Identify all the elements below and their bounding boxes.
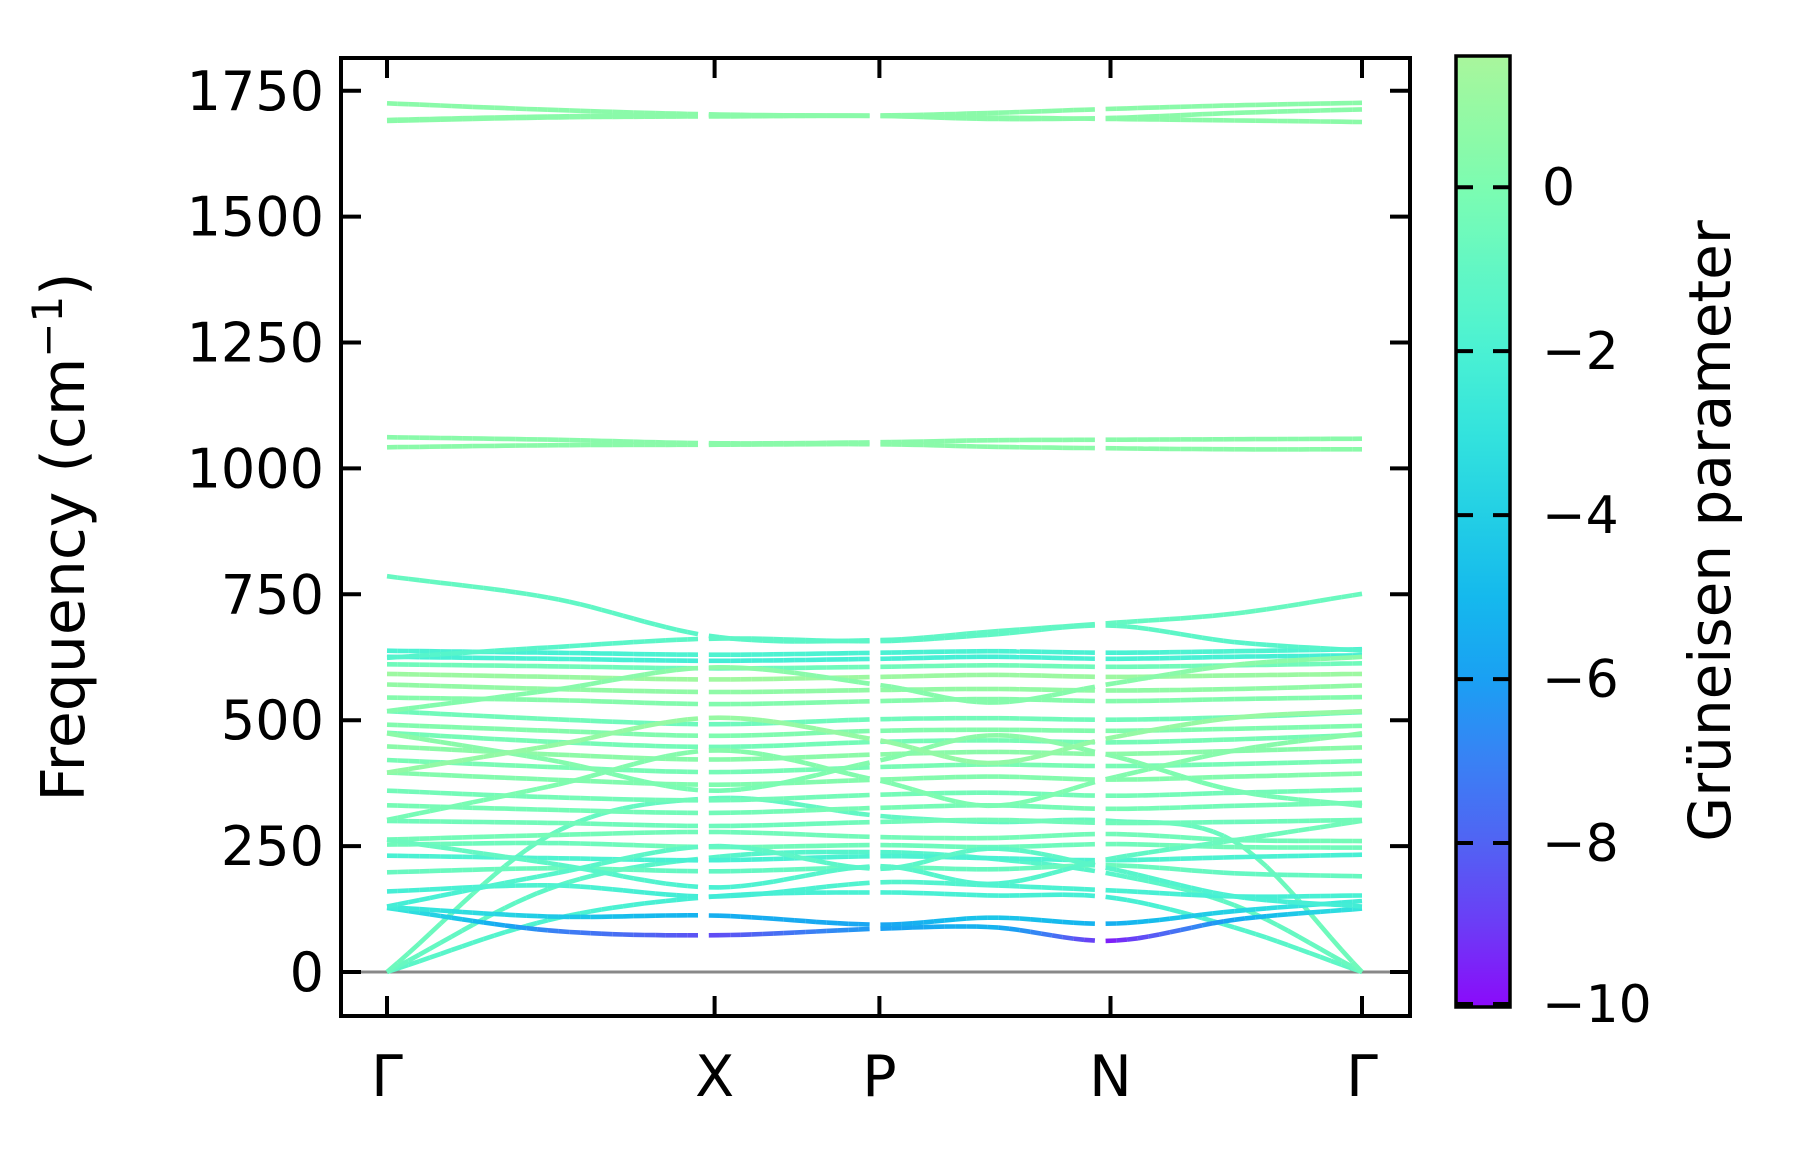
colorbar-tick-label: −10	[1542, 975, 1652, 1035]
colorbar-tick-label: −8	[1542, 814, 1619, 874]
y-tick-label: 1500	[187, 186, 324, 249]
y-tick-label: 1750	[187, 60, 324, 123]
colorbar-tick-label: −4	[1542, 486, 1619, 546]
colorbar-tick-label: 0	[1542, 158, 1575, 218]
x-tick-label: N	[1089, 1044, 1132, 1110]
axes-layer	[339, 56, 1412, 1018]
y-axis-label: Frequency (cm−1)	[23, 272, 99, 801]
y-tick-label: 500	[221, 689, 324, 752]
plot-frame	[339, 56, 1412, 1018]
phonon-bands-layer	[385, 100, 1364, 975]
x-tick-label: Γ	[1346, 1044, 1378, 1110]
y-tick-label: 1250	[187, 312, 324, 375]
y-tick-label: 0	[290, 941, 324, 1004]
y-tick-label: 750	[221, 563, 324, 626]
colorbar: 0 −2 −4 −6 −8 −10	[1454, 54, 1652, 1035]
tick-label-layer: 0 250 500 750 1000 1250 1500 1750 Γ X P N Γ	[187, 60, 1379, 1110]
x-tick-label: Γ	[371, 1044, 403, 1110]
colorbar-tick-label: −6	[1542, 650, 1619, 710]
x-tick-label: P	[862, 1044, 896, 1110]
y-tick-label: 250	[221, 815, 324, 878]
colorbar-gradient	[1456, 56, 1510, 1007]
colorbar-label: Grüneisen parameter	[1676, 220, 1744, 842]
colorbar-frame	[1454, 54, 1512, 1009]
y-tick-label: 1000	[187, 437, 324, 500]
colorbar-tick-label: −2	[1542, 322, 1619, 382]
x-tick-label: X	[695, 1044, 734, 1110]
